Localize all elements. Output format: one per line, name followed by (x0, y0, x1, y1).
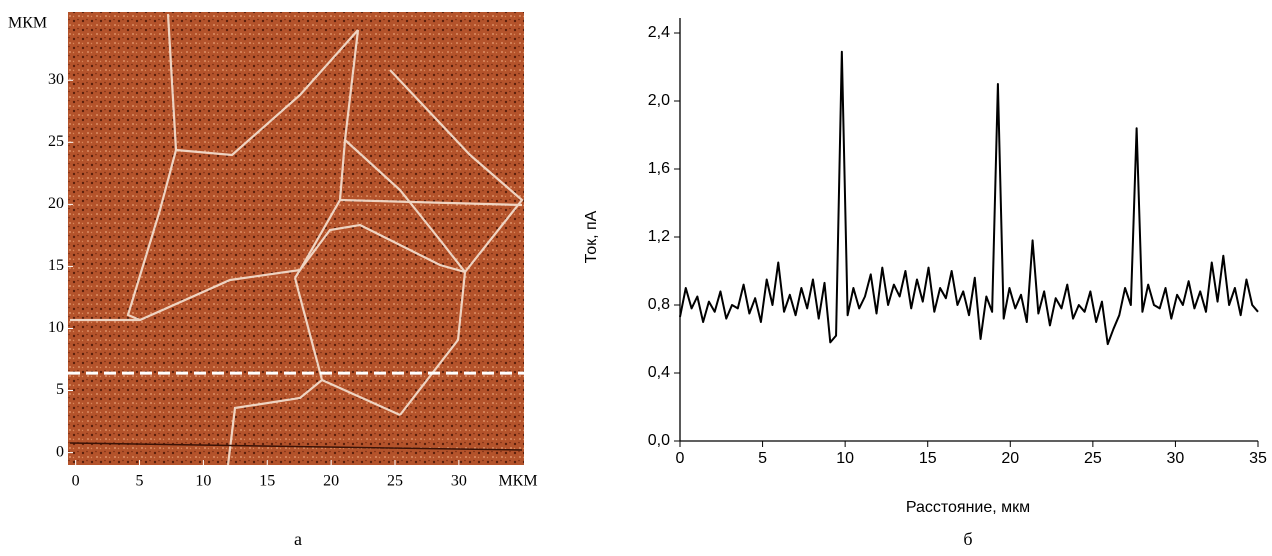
grain-boundaries (70, 13, 524, 466)
y-tick-label: 0,8 (648, 296, 670, 313)
y-tick-label: 0,0 (648, 432, 670, 449)
x-tick-label: 25 (1084, 450, 1102, 467)
caption: а (294, 529, 302, 549)
x-tick-label: 0 (72, 473, 80, 490)
x-tick-label: 10 (836, 450, 854, 467)
x-tick-label: 15 (919, 450, 937, 467)
x-tick-label: 5 (758, 450, 767, 467)
x-tick-label: 30 (451, 473, 467, 490)
y-tick-label: 10 (48, 319, 64, 336)
scan-artifact (69, 442, 523, 451)
y-tick-label: 0 (56, 443, 64, 460)
y-tick-label: 2,4 (648, 24, 670, 41)
caption: б (963, 529, 972, 549)
afm-image: МКМ МКМ а (8, 12, 538, 549)
y-axis-label: Ток, пА (583, 210, 600, 263)
y-tick-label: 15 (48, 257, 64, 274)
y-tick-label: 2,0 (648, 92, 670, 109)
data-line (679, 50, 1259, 346)
current-profile: Расстояние, мкм Ток, пА б (583, 210, 1030, 549)
y-tick-label: 0,4 (648, 364, 670, 381)
y-tick-label: 1,6 (648, 160, 670, 177)
y-unit-label: МКМ (8, 15, 47, 32)
y-tick-label: 1,2 (648, 228, 670, 245)
x-tick-label: 35 (1249, 450, 1267, 467)
x-tick-label: 20 (1001, 450, 1019, 467)
y-tick-label: 25 (48, 133, 64, 150)
x-unit-label: МКМ (498, 473, 537, 490)
x-tick-label: 20 (323, 473, 339, 490)
x-tick-label: 30 (1167, 450, 1185, 467)
x-tick-label: 5 (136, 473, 144, 490)
y-tick-label: 5 (56, 381, 64, 398)
image-area (68, 12, 524, 465)
x-axis-label: Расстояние, мкм (906, 499, 1030, 516)
x-tick-label: 25 (387, 473, 403, 490)
x-tick-label: 0 (676, 450, 685, 467)
y-tick-label: 30 (48, 71, 64, 88)
x-tick-label: 15 (259, 473, 275, 490)
y-tick-label: 20 (48, 195, 64, 212)
x-tick-label: 10 (195, 473, 211, 490)
